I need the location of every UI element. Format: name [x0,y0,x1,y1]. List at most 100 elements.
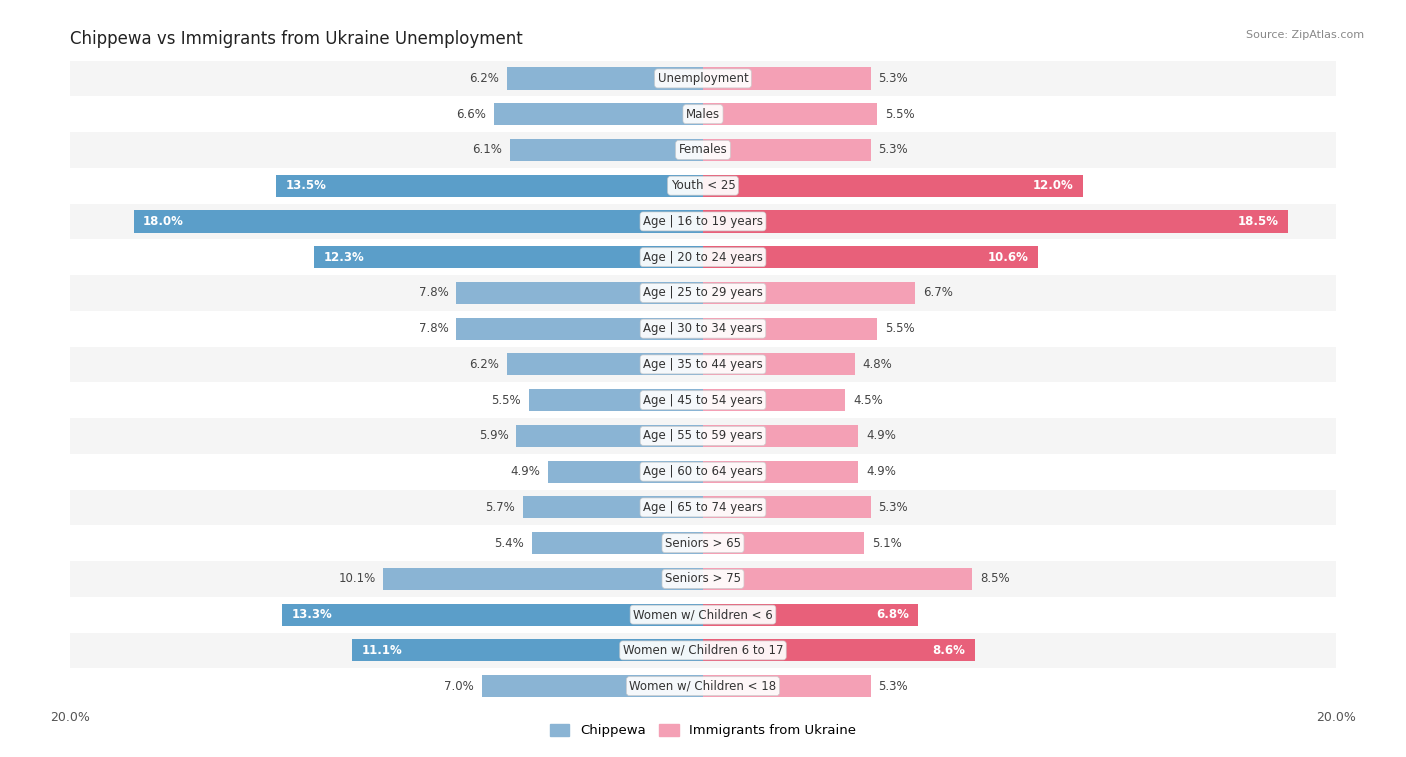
Bar [703,67,870,89]
Bar [548,460,703,483]
Text: 7.8%: 7.8% [419,322,449,335]
Bar [70,597,1336,633]
Bar [703,675,870,697]
Text: 5.7%: 5.7% [485,501,515,514]
Bar [70,96,1336,132]
Bar [276,175,703,197]
Text: Seniors > 65: Seniors > 65 [665,537,741,550]
Text: 18.5%: 18.5% [1237,215,1279,228]
Text: Women w/ Children < 18: Women w/ Children < 18 [630,680,776,693]
Bar [703,282,915,304]
Text: 6.8%: 6.8% [876,608,908,621]
Bar [70,633,1336,668]
Bar [703,318,877,340]
Bar [703,460,858,483]
Text: 13.5%: 13.5% [285,179,326,192]
Text: 4.8%: 4.8% [863,358,893,371]
Bar [703,175,1083,197]
Text: 11.1%: 11.1% [361,644,402,657]
Text: 5.5%: 5.5% [884,107,914,120]
Text: Youth < 25: Youth < 25 [671,179,735,192]
Text: Males: Males [686,107,720,120]
Bar [70,311,1336,347]
Text: 6.2%: 6.2% [470,72,499,85]
Text: 6.2%: 6.2% [470,358,499,371]
Text: 13.3%: 13.3% [291,608,332,621]
Bar [481,675,703,697]
Bar [703,603,918,626]
Text: 5.3%: 5.3% [879,143,908,157]
Bar [529,389,703,411]
Text: Source: ZipAtlas.com: Source: ZipAtlas.com [1246,30,1364,40]
Bar [70,275,1336,311]
Bar [506,67,703,89]
Text: Women w/ Children < 6: Women w/ Children < 6 [633,608,773,621]
Text: 12.0%: 12.0% [1032,179,1073,192]
Bar [70,132,1336,168]
Text: 4.9%: 4.9% [866,429,896,442]
Bar [456,282,703,304]
Text: Chippewa vs Immigrants from Ukraine Unemployment: Chippewa vs Immigrants from Ukraine Unem… [70,30,523,48]
Text: 5.3%: 5.3% [879,72,908,85]
Bar [70,382,1336,418]
Text: 5.9%: 5.9% [478,429,509,442]
Bar [70,418,1336,453]
Legend: Chippewa, Immigrants from Ukraine: Chippewa, Immigrants from Ukraine [544,718,862,743]
Text: 6.1%: 6.1% [472,143,502,157]
Text: 5.3%: 5.3% [879,501,908,514]
Bar [703,640,976,662]
Bar [70,668,1336,704]
Text: 5.4%: 5.4% [495,537,524,550]
Bar [70,525,1336,561]
Bar [70,204,1336,239]
Text: Age | 60 to 64 years: Age | 60 to 64 years [643,465,763,478]
Bar [70,561,1336,597]
Text: 5.3%: 5.3% [879,680,908,693]
Bar [516,425,703,447]
Bar [703,425,858,447]
Bar [703,532,865,554]
Bar [510,139,703,161]
Text: Females: Females [679,143,727,157]
Text: 8.5%: 8.5% [980,572,1010,585]
Bar [495,103,703,125]
Bar [384,568,703,590]
Bar [703,389,845,411]
Text: 5.5%: 5.5% [492,394,522,407]
Bar [506,354,703,375]
Bar [703,497,870,519]
Bar [283,603,703,626]
Text: 7.0%: 7.0% [444,680,474,693]
Bar [70,239,1336,275]
Text: Age | 45 to 54 years: Age | 45 to 54 years [643,394,763,407]
Text: Age | 16 to 19 years: Age | 16 to 19 years [643,215,763,228]
Text: 5.5%: 5.5% [884,322,914,335]
Text: 6.6%: 6.6% [457,107,486,120]
Bar [703,354,855,375]
Bar [134,210,703,232]
Text: Age | 30 to 34 years: Age | 30 to 34 years [643,322,763,335]
Bar [70,61,1336,96]
Bar [523,497,703,519]
Text: Seniors > 75: Seniors > 75 [665,572,741,585]
Bar [70,168,1336,204]
Text: 18.0%: 18.0% [143,215,184,228]
Bar [314,246,703,268]
Text: 6.7%: 6.7% [922,286,953,300]
Bar [70,453,1336,490]
Bar [703,568,972,590]
Bar [352,640,703,662]
Bar [456,318,703,340]
Text: 10.1%: 10.1% [339,572,375,585]
Text: 4.9%: 4.9% [510,465,540,478]
Bar [70,347,1336,382]
Bar [70,490,1336,525]
Bar [703,139,870,161]
Text: Age | 65 to 74 years: Age | 65 to 74 years [643,501,763,514]
Text: Age | 55 to 59 years: Age | 55 to 59 years [643,429,763,442]
Text: Age | 35 to 44 years: Age | 35 to 44 years [643,358,763,371]
Text: 5.1%: 5.1% [872,537,903,550]
Text: Age | 20 to 24 years: Age | 20 to 24 years [643,251,763,263]
Text: Unemployment: Unemployment [658,72,748,85]
Text: 4.9%: 4.9% [866,465,896,478]
